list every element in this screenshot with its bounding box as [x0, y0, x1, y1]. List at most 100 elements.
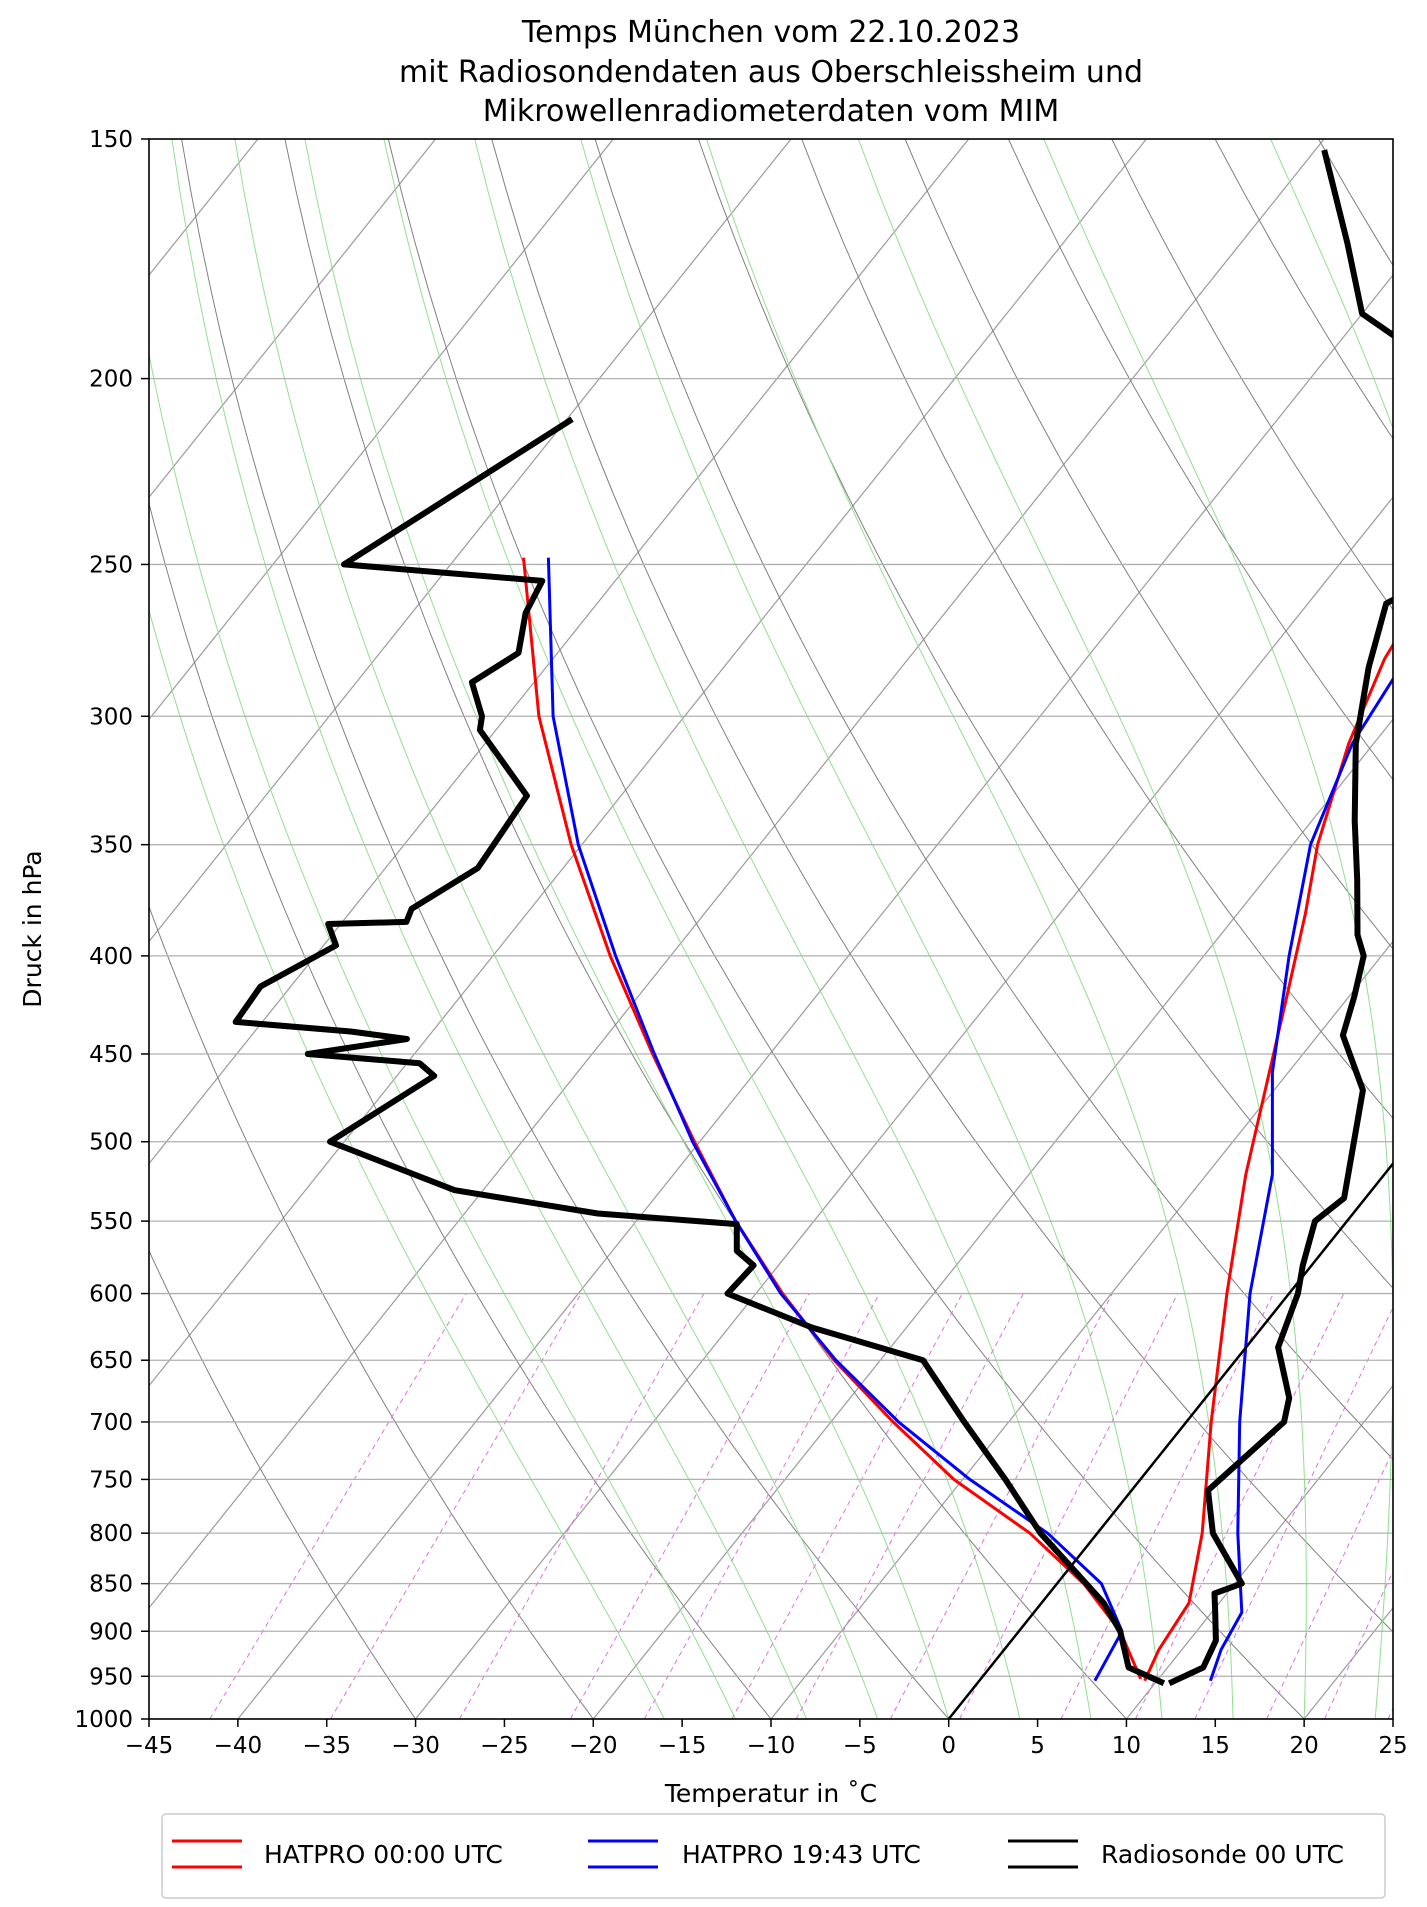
y-tick-label: 750 — [89, 1467, 133, 1493]
mixing-ratio-line — [959, 1293, 1179, 1719]
mixing-ratio-line — [1060, 1293, 1274, 1719]
x-tick-label: 15 — [1201, 1733, 1230, 1759]
mixing-ratio-line — [1387, 1707, 1393, 1719]
isotherm-line — [1125, 1384, 1393, 1719]
mixing-ratio-line — [569, 1293, 810, 1719]
y-tick-label: 400 — [89, 944, 133, 970]
data-series — [232, 149, 1393, 1719]
y-tick-label: 650 — [89, 1348, 133, 1374]
title-line-1: Temps München vom 22.10.2023 — [521, 15, 1020, 50]
x-tick-label: 25 — [1378, 1733, 1407, 1759]
y-tick-label: 600 — [89, 1282, 133, 1308]
y-tick-label: 800 — [89, 1521, 133, 1547]
x-tick-label: −45 — [125, 1733, 174, 1759]
background-lines — [149, 139, 1427, 1719]
isotherm-line — [237, 274, 1393, 1719]
series-line-4 — [1167, 149, 1393, 1687]
moist-adiabat-line — [149, 351, 736, 1719]
isotherm-line — [149, 139, 1325, 1609]
x-tick-label: −15 — [658, 1733, 707, 1759]
mixing-ratio-line — [330, 1293, 582, 1719]
mixing-ratio-line — [1324, 1569, 1393, 1719]
x-tick-label: −35 — [302, 1733, 351, 1759]
y-axis-ticks: 150 200 250 300 350 400 450 500 550 600 650 700 750 8… — [74, 127, 149, 1733]
legend-label-hatpro-1943: HATPRO 19:43 UTC — [682, 1840, 921, 1869]
y-tick-label: 250 — [89, 552, 133, 578]
dry-adiabat-line — [387, 139, 1305, 1719]
x-tick-label: −40 — [214, 1733, 263, 1759]
moist-adiabat-line — [857, 139, 1307, 1719]
isotherm-line — [770, 940, 1393, 1719]
x-tick-label: −20 — [569, 1733, 618, 1759]
mixing-ratio-line — [1194, 1306, 1393, 1719]
moist-adiabat-line — [149, 608, 665, 1719]
y-tick-label: 850 — [89, 1572, 133, 1598]
series-line-5 — [232, 416, 1166, 1687]
x-tick-label: 0 — [941, 1733, 956, 1759]
dry-adiabat-line — [284, 139, 1127, 1719]
legend-label-radiosonde: Radiosonde 00 UTC — [1101, 1840, 1344, 1869]
title-line-3: Mikrowellenradiometerdaten vom MIM — [483, 94, 1060, 129]
y-tick-label: 950 — [89, 1664, 133, 1690]
moist-adiabat-line — [474, 139, 1092, 1719]
mixing-ratio-line — [643, 1293, 880, 1719]
x-tick-label: −25 — [480, 1733, 529, 1759]
grid-lines — [149, 139, 1393, 1719]
isotherm-line — [592, 718, 1393, 1719]
isotherm-line — [149, 139, 437, 499]
moist-adiabat-line — [706, 139, 1234, 1719]
zero-degree-isotherm — [947, 1161, 1393, 1719]
moist-adiabat-line — [383, 139, 1021, 1719]
y-tick-label: 900 — [89, 1619, 133, 1645]
x-axis-label: Temperatur in ˚C — [664, 1779, 877, 1808]
moist-adiabat-line — [304, 139, 950, 1719]
y-tick-label: 350 — [89, 833, 133, 859]
y-axis-label: Druck in hPa — [18, 850, 47, 1007]
dry-adiabat-line — [801, 139, 1393, 1120]
dry-adiabat-line — [149, 905, 594, 1719]
moist-adiabat-line — [580, 139, 1163, 1719]
mixing-ratio-line — [209, 1293, 467, 1719]
dry-adiabat-line — [1214, 139, 1393, 440]
dry-adiabat-line — [904, 139, 1393, 950]
dry-adiabat-line — [697, 139, 1393, 1290]
mixing-ratio-line — [889, 1293, 1113, 1719]
legend-label-hatpro-00: HATPRO 00:00 UTC — [264, 1840, 503, 1869]
isotherm-line — [149, 139, 1147, 1387]
x-tick-label: 10 — [1112, 1733, 1141, 1759]
y-tick-label: 700 — [89, 1410, 133, 1436]
isotherm-line — [149, 139, 970, 1165]
dry-adiabat-line — [491, 139, 1393, 1633]
chart-title: Temps München vom 22.10.2023 mit Radioso… — [399, 15, 1143, 129]
series-line-3 — [546, 557, 1124, 1682]
mixing-ratio-line — [459, 1293, 705, 1719]
y-tick-label: 150 — [89, 127, 133, 153]
x-tick-label: 5 — [1030, 1733, 1045, 1759]
x-tick-label: −30 — [391, 1733, 440, 1759]
mixing-ratio-line — [731, 1293, 963, 1719]
y-tick-label: 200 — [89, 367, 133, 393]
dry-adiabat-line — [181, 139, 950, 1719]
y-tick-label: 1000 — [74, 1707, 133, 1733]
isotherm-line — [1303, 1606, 1393, 1719]
isotherm-line — [149, 139, 792, 943]
dry-adiabat-line — [594, 139, 1393, 1461]
series-line-2 — [1208, 676, 1393, 1682]
mixing-ratio-line — [1266, 1449, 1393, 1719]
legend-box — [161, 1813, 1386, 1899]
dry-adiabat-line — [1422, 139, 1427, 1719]
y-tick-label: 300 — [89, 704, 133, 730]
x-axis-ticks: −45 −40 −35 −30 −25 −20 −15 −10 −5 0 5 10 15 20 25 — [125, 1719, 1408, 1759]
dry-adiabat-line — [1007, 139, 1393, 781]
dry-adiabat-line — [149, 1249, 417, 1719]
y-tick-label: 550 — [89, 1209, 133, 1235]
x-tick-label: 20 — [1290, 1733, 1319, 1759]
legend: HATPRO 00:00 UTC HATPRO 19:43 UTC Radios… — [161, 1813, 1386, 1899]
isotherm-line — [149, 139, 614, 721]
x-tick-label: −10 — [747, 1733, 796, 1759]
series-line-1 — [522, 557, 1143, 1680]
moist-adiabat-line — [234, 139, 879, 1719]
x-tick-label: −5 — [843, 1733, 877, 1759]
dry-adiabat-line — [1111, 139, 1393, 611]
